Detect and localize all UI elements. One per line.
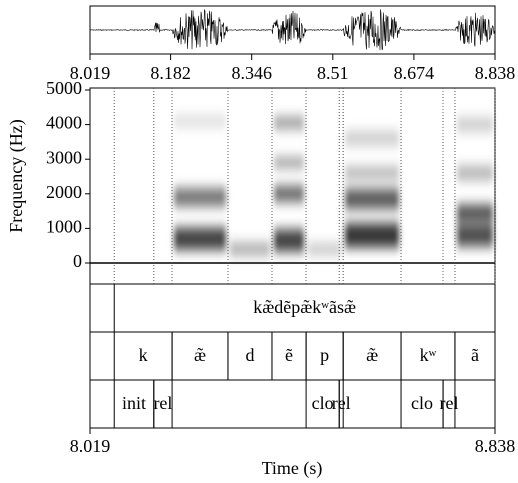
spectrogram-band [345,188,399,209]
y-tick-label: 4000 [46,113,82,133]
spectrogram-band [457,204,493,221]
spectrogram-band [274,229,304,252]
spectrogram-band [345,167,399,180]
x-tick-label: 8.019 [70,63,111,83]
spectrogram-band [308,244,341,255]
x-tick-label: 8.838 [475,63,516,83]
spectrogram-band [345,223,399,248]
interval-label: ẽ [285,345,293,365]
interval-label: clo [312,393,334,413]
interval-label: æ̃ [366,345,378,365]
waveform [89,9,496,51]
y-axis-label: Frequency (Hz) [6,119,27,232]
interval-label: æ̃ [194,345,206,365]
interval-label: kʷ [420,345,437,365]
interval-label: rel [332,393,351,413]
interval-label: p [320,345,329,365]
interval-label: kæ̃dẽpæ̃kʷãsæ̃ [253,297,356,317]
interval-label: rel [153,393,172,413]
spectrogram-band [457,224,493,247]
interval-label: init [122,393,146,413]
interval-label: rel [440,393,459,413]
spectrogram-band [174,188,226,207]
y-tick-label: 5000 [46,78,82,98]
x-tick-label: 8.51 [317,63,349,83]
interval-label: d [245,345,254,365]
interval-label: ã [471,345,479,365]
spectrogram-band [274,157,304,168]
spectrogram-image [174,116,493,256]
x-tick-label: 8.019 [70,436,111,456]
y-tick-label: 2000 [46,182,82,202]
spectrogram-band [230,243,270,256]
spectrogram-band [174,227,226,250]
spectrogram-band [174,116,226,127]
interval-label: k [139,345,148,365]
spectrogram-band [457,166,493,181]
x-tick-label: 8.182 [150,63,191,83]
spectrogram-band [345,131,399,146]
x-tick-label: 8.346 [231,63,272,83]
waveform-frame [89,5,496,55]
spectrogram-band [274,185,304,202]
y-tick-label: 3000 [46,147,82,167]
interval-label: clo [411,393,433,413]
x-axis-label: Time (s) [262,458,323,479]
spectrogram-band [274,116,304,129]
x-tick-label: 8.674 [394,63,435,83]
x-tick-label: 8.838 [475,436,516,456]
spectrogram-band [457,117,493,132]
plot-frame [89,87,496,429]
y-tick-label: 1000 [46,217,82,237]
y-tick-label: 0 [73,251,82,271]
